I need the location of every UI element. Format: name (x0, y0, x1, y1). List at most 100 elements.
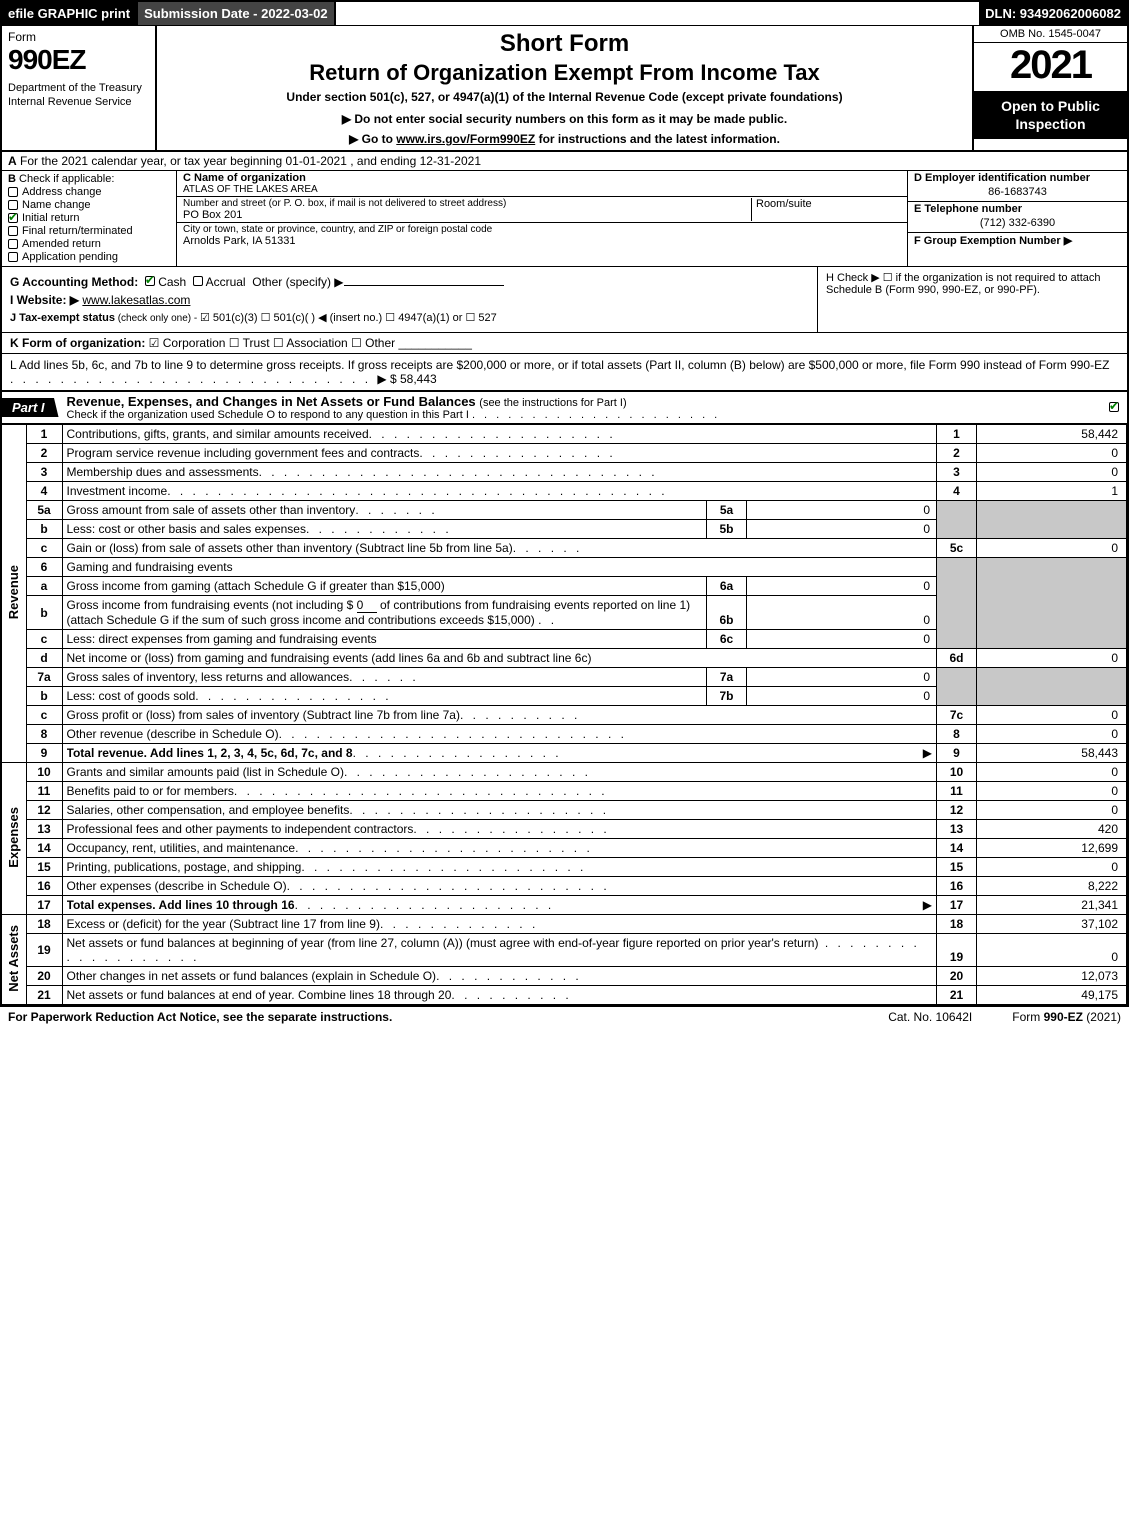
mv-2: 0 (977, 444, 1127, 463)
sv-5a: 0 (747, 501, 937, 520)
mv-7c: 0 (977, 706, 1127, 725)
line-a-text: For the 2021 calendar year, or tax year … (17, 154, 481, 168)
sn-6c: 6c (707, 630, 747, 649)
col-b-checkbox-1[interactable] (8, 200, 18, 210)
mv-19: 0 (977, 934, 1127, 967)
l-amount: 58,443 (400, 372, 437, 386)
part-1-ledger: Revenue 1 Contributions, gifts, grants, … (2, 424, 1127, 1005)
ein-label: D Employer identification number (914, 172, 1121, 184)
desc-5b: Less: cost or other basis and sales expe… (62, 520, 707, 539)
part-1-header: Part I Revenue, Expenses, and Changes in… (2, 392, 1127, 424)
row-20: 20 Other changes in net assets or fund b… (2, 967, 1127, 986)
footer-right: Form 990-EZ (2021) (1012, 1010, 1121, 1024)
section-bcd: B Check if applicable: Address changeNam… (2, 171, 1127, 267)
col-b-checkbox-3[interactable] (8, 226, 18, 236)
column-c: C Name of organization ATLAS OF THE LAKE… (177, 171, 907, 266)
k-options: ☑ Corporation ☐ Trust ☐ Association ☐ Ot… (145, 336, 472, 350)
desc-5c: Gain or (loss) from sale of assets other… (62, 539, 937, 558)
sv-5b: 0 (747, 520, 937, 539)
lno-6d: d (26, 649, 62, 668)
form-header: Form 990EZ Department of the Treasury In… (2, 26, 1127, 152)
efile-print-button[interactable]: efile GRAPHIC print (2, 2, 138, 25)
desc-10: Grants and similar amounts paid (list in… (62, 763, 937, 782)
lno-6c: c (26, 630, 62, 649)
mv-8: 0 (977, 725, 1127, 744)
mn-6d: 6d (937, 649, 977, 668)
lno-4: 4 (26, 482, 62, 501)
g-accrual-checkbox[interactable] (193, 276, 203, 286)
mv-17: 21,341 (977, 896, 1127, 915)
line-l: L Add lines 5b, 6c, and 7b to line 9 to … (2, 354, 1127, 392)
ein-value: 86-1683743 (914, 184, 1121, 200)
row-7a: 7a Gross sales of inventory, less return… (2, 668, 1127, 687)
col-b-checkbox-5[interactable] (8, 252, 18, 262)
lno-7a: 7a (26, 668, 62, 687)
desc-6c: Less: direct expenses from gaming and fu… (62, 630, 707, 649)
website-value[interactable]: www.lakesatlas.com (82, 293, 190, 307)
mv-18: 37,102 (977, 915, 1127, 934)
form-number: 990EZ (8, 44, 149, 76)
city-label: City or town, state or province, country… (183, 224, 901, 235)
sn-6b: 6b (707, 596, 747, 630)
part-1-checkbox-wrap (1109, 401, 1127, 415)
under-section-text: Under section 501(c), 527, or 4947(a)(1)… (165, 90, 964, 104)
row-13: 13 Professional fees and other payments … (2, 820, 1127, 839)
top-bar: efile GRAPHIC print Submission Date - 20… (2, 2, 1127, 26)
section-gijk: G Accounting Method: Cash Accrual Other … (2, 267, 1127, 333)
col-b-label: Name change (22, 199, 91, 211)
part-1-title-text: Revenue, Expenses, and Changes in Net As… (67, 394, 480, 409)
mn-5c: 5c (937, 539, 977, 558)
footer-left: For Paperwork Reduction Act Notice, see … (8, 1010, 848, 1024)
col-b-checkbox-0[interactable] (8, 187, 18, 197)
desc-18: Excess or (deficit) for the year (Subtra… (62, 915, 937, 934)
tax-year: 2021 (974, 43, 1127, 91)
row-15: 15 Printing, publications, postage, and … (2, 858, 1127, 877)
g-other-input[interactable] (344, 285, 504, 286)
desc-14: Occupancy, rent, utilities, and maintena… (62, 839, 937, 858)
col-b-checkbox-2[interactable] (8, 213, 18, 223)
form-990ez-page: efile GRAPHIC print Submission Date - 20… (0, 0, 1129, 1007)
desc-13: Professional fees and other payments to … (62, 820, 937, 839)
form-label: Form (8, 30, 149, 44)
part-1-schedule-o-checkbox[interactable] (1109, 402, 1119, 412)
g-cash-checkbox[interactable] (145, 276, 155, 286)
desc-8: Other revenue (describe in Schedule O) .… (62, 725, 937, 744)
lno-14: 14 (26, 839, 62, 858)
line-a: A For the 2021 calendar year, or tax yea… (2, 152, 1127, 171)
org-name-value: ATLAS OF THE LAKES AREA (183, 184, 901, 195)
row-8: 8 Other revenue (describe in Schedule O)… (2, 725, 1127, 744)
header-middle: Short Form Return of Organization Exempt… (157, 26, 972, 150)
desc-6d: Net income or (loss) from gaming and fun… (62, 649, 937, 668)
lno-11: 11 (26, 782, 62, 801)
6b-underline-amount: 0 (357, 598, 377, 613)
open-to-public-badge: Open to Public Inspection (974, 91, 1127, 139)
city-value: Arnolds Park, IA 51331 (183, 235, 901, 247)
sn-5a: 5a (707, 501, 747, 520)
desc-4: Investment income . . . . . . . . . . . … (62, 482, 937, 501)
j-sub: (check only one) - (115, 313, 200, 324)
sidecat-expenses: Expenses (2, 763, 26, 915)
row-10: Expenses 10 Grants and similar amounts p… (2, 763, 1127, 782)
row-6: 6 Gaming and fundraising events (2, 558, 1127, 577)
footer-cat-no: Cat. No. 10642I (888, 1010, 972, 1024)
return-title: Return of Organization Exempt From Incom… (165, 60, 964, 86)
sn-7b: 7b (707, 687, 747, 706)
lno-8: 8 (26, 725, 62, 744)
mv-5ab-grey (977, 501, 1127, 539)
col-b-checkbox-4[interactable] (8, 239, 18, 249)
mv-13: 420 (977, 820, 1127, 839)
row-12: 12 Salaries, other compensation, and emp… (2, 801, 1127, 820)
lno-13: 13 (26, 820, 62, 839)
mn-21: 21 (937, 986, 977, 1005)
lno-12: 12 (26, 801, 62, 820)
sv-6b: 0 (747, 596, 937, 630)
lno-2: 2 (26, 444, 62, 463)
desc-15: Printing, publications, postage, and shi… (62, 858, 937, 877)
col-b-header: Check if applicable: (16, 173, 114, 185)
mv-16: 8,222 (977, 877, 1127, 896)
g-label: G Accounting Method: (10, 275, 138, 289)
mv-15: 0 (977, 858, 1127, 877)
mn-3: 3 (937, 463, 977, 482)
goto-link[interactable]: www.irs.gov/Form990EZ (396, 132, 535, 146)
mn-2: 2 (937, 444, 977, 463)
